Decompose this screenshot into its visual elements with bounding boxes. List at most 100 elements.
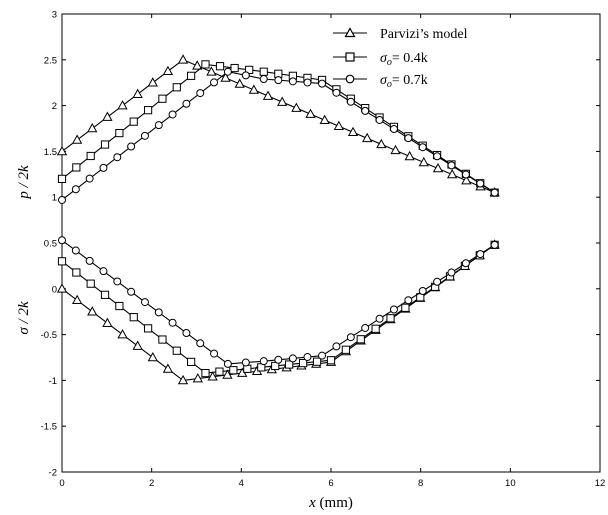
legend-label-s07: σo= 0.7k [380, 73, 428, 90]
triangle-marker [192, 60, 203, 70]
circle-marker [241, 71, 250, 80]
triangle-marker [333, 120, 344, 131]
circle-marker [447, 268, 456, 277]
legend-label-parvizi: Parvizi’s model [380, 27, 468, 42]
triangle-marker [177, 54, 189, 64]
legend-triangle-marker [344, 27, 356, 38]
series-line [61, 244, 495, 374]
square-marker [100, 290, 110, 299]
triangle-marker [376, 138, 387, 149]
circle-marker [259, 75, 268, 84]
square-marker [143, 324, 153, 333]
triangle-marker [147, 351, 158, 362]
circle-marker [389, 125, 398, 134]
x-tick-label: 12 [595, 478, 606, 489]
circle-marker [241, 358, 250, 367]
square-marker [129, 117, 138, 126]
triangle-marker [192, 373, 203, 383]
square-marker [187, 71, 196, 80]
triangle-marker [418, 156, 429, 167]
circle-marker [303, 78, 312, 87]
x-tick-label: 2 [149, 478, 154, 489]
y-tick-label: -2 [49, 468, 57, 479]
square-marker [215, 367, 224, 376]
circle-marker [85, 174, 94, 183]
square-marker [341, 345, 350, 354]
circle-marker [288, 354, 297, 363]
square-marker [386, 314, 395, 323]
square-marker [115, 128, 124, 138]
legend-entry-s04: σo= 0.4k [333, 51, 428, 68]
circle-marker [404, 296, 413, 305]
triangle-marker [117, 329, 128, 339]
legend-label-s04: σo= 0.4k [380, 51, 428, 68]
square-marker [100, 140, 110, 149]
triangle-marker [234, 78, 245, 88]
triangle-marker [162, 65, 174, 76]
triangle-marker [362, 132, 373, 143]
triangle-marker [147, 77, 158, 87]
series-layer [56, 54, 500, 385]
square-marker [285, 360, 294, 369]
triangle-marker [117, 100, 128, 110]
x-tick-label: 6 [328, 478, 333, 489]
circle-marker [58, 195, 66, 204]
series-line [61, 239, 495, 365]
square-marker [371, 324, 380, 333]
y-tick-label: 0.5 [44, 239, 57, 250]
square-marker [230, 63, 239, 73]
square-marker [158, 94, 167, 103]
triangle-marker [319, 114, 330, 124]
circle-marker [490, 240, 499, 249]
square-marker [259, 67, 268, 76]
triangle-marker [102, 111, 113, 121]
circle-marker [447, 161, 456, 170]
x-tick-label: 10 [505, 478, 516, 489]
square-marker [401, 303, 410, 312]
triangle-marker [177, 374, 189, 385]
circle-marker [168, 318, 177, 327]
y-tick-label: 3 [52, 10, 57, 21]
legend-circle-marker [345, 74, 355, 84]
square-marker [312, 357, 322, 366]
circle-marker [58, 236, 66, 245]
square-marker [187, 357, 196, 366]
legend-entry-s07: σo= 0.7k [333, 73, 428, 90]
y-tick-label: 2 [52, 101, 57, 112]
triangle-marker [132, 88, 143, 98]
circle-marker [274, 76, 283, 85]
circle-marker [168, 110, 177, 119]
triangle-marker [262, 90, 274, 100]
circle-marker [490, 188, 499, 197]
circle-marker [259, 357, 268, 366]
square-marker [86, 151, 95, 161]
triangle-marker [461, 175, 472, 185]
triangle-marker [277, 96, 288, 106]
circle-marker [346, 97, 355, 106]
circle-marker [389, 305, 398, 314]
circle-marker [476, 250, 485, 259]
triangle-marker [71, 294, 83, 305]
series-s07-s [58, 236, 499, 368]
circle-marker [318, 351, 327, 360]
triangle-marker [404, 150, 415, 161]
circle-marker [433, 152, 442, 161]
triangle-marker [432, 162, 444, 173]
y-axis-label-upper: p / 2k [16, 165, 32, 200]
circle-marker [318, 79, 327, 88]
x-tick-label: 0 [59, 478, 64, 489]
circle-marker [196, 339, 205, 348]
y-axis-label-lower: σ / 2k [16, 301, 32, 335]
circle-marker [418, 143, 427, 152]
circle-marker [210, 78, 219, 87]
triangle-marker [87, 122, 98, 133]
circle-marker [332, 342, 341, 351]
circle-marker [361, 106, 370, 115]
y-tick-label: 2.5 [44, 55, 57, 66]
circle-marker [99, 163, 108, 172]
y-tick-label: 1.5 [44, 147, 57, 158]
square-marker [158, 335, 167, 344]
square-marker [172, 83, 181, 92]
series-s07-p [58, 67, 499, 204]
